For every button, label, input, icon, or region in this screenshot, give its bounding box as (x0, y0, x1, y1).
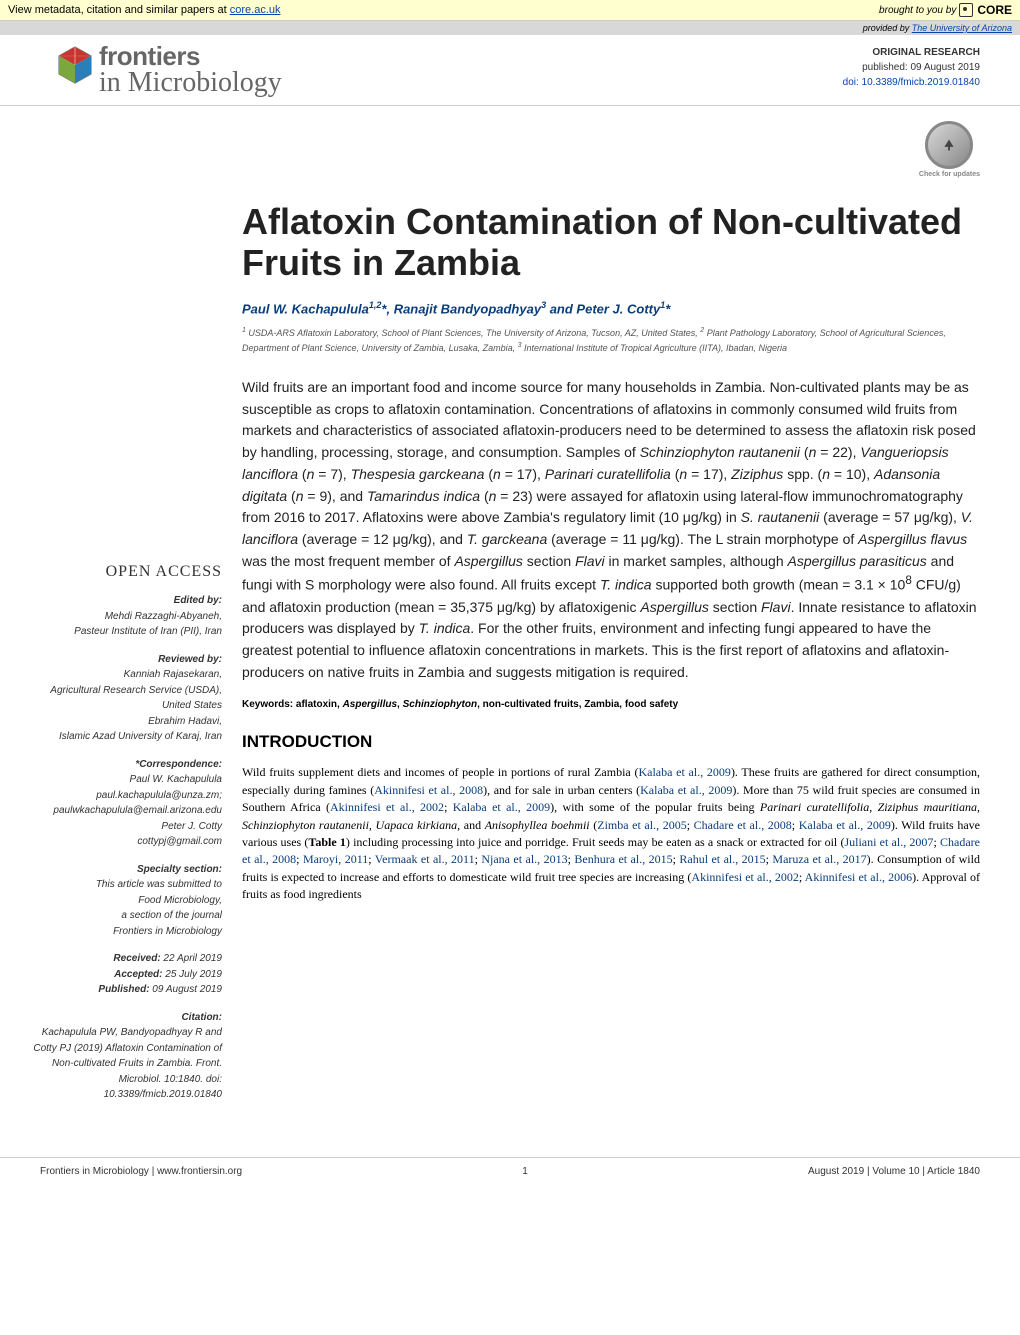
updates-circle-icon (925, 121, 973, 169)
received-label: Received: (113, 953, 160, 964)
correspondence-label: *Correspondence: (30, 757, 222, 773)
accepted-date: 25 July 2019 (163, 969, 223, 980)
specialty-text2: Food Microbiology, (30, 893, 222, 909)
specialty-text4: Frontiers in Microbiology (30, 924, 222, 940)
article-column: Aflatoxin Contamination of Non-cultivate… (242, 201, 980, 1115)
doi-link[interactable]: doi: 10.3389/fmicb.2019.01840 (843, 77, 980, 88)
banner-prefix: View metadata, citation and similar pape… (8, 4, 230, 16)
corr1-email1: paul.kachapulula@unza.zm; (30, 788, 222, 804)
footer: Frontiers in Microbiology | www.frontier… (0, 1157, 1020, 1185)
article-type: ORIGINAL RESEARCH (843, 45, 980, 60)
provided-prefix: provided by (863, 23, 912, 33)
specialty-section: Specialty section: This article was subm… (30, 862, 222, 940)
journal-top-text: frontiers (99, 43, 282, 69)
core-banner: View metadata, citation and similar pape… (0, 0, 1020, 21)
sidebar: OPEN ACCESS Edited by: Mehdi Razzaghi-Ab… (0, 563, 242, 1115)
citation-text: Kachapulula PW, Bandyopadhyay R and Cott… (30, 1025, 222, 1103)
provided-by-link[interactable]: The University of Arizona (912, 23, 1012, 33)
corr1-name: Paul W. Kachapulula (30, 772, 222, 788)
brought-by-label: brought to you by (879, 5, 956, 16)
authors: Paul W. Kachapulula1,2*, Ranajit Bandyop… (242, 300, 980, 316)
reviewed-by-section: Reviewed by: Kanniah Rajasekaran, Agricu… (30, 652, 222, 745)
footer-left: Frontiers in Microbiology | www.frontier… (40, 1166, 242, 1177)
specialty-text1: This article was submitted to (30, 877, 222, 893)
core-icon (959, 3, 973, 17)
open-access-label: OPEN ACCESS (30, 563, 222, 581)
core-link[interactable]: core.ac.uk (230, 4, 281, 16)
footer-left-text: Frontiers in Microbiology | www.frontier… (40, 1166, 242, 1177)
reviewed-by-label: Reviewed by: (30, 652, 222, 668)
journal-logo: frontiers in Microbiology (55, 45, 282, 97)
reviewer2-aff: Islamic Azad University of Karaj, Iran (30, 729, 222, 745)
article-title: Aflatoxin Contamination of Non-cultivate… (242, 201, 980, 284)
header-meta: ORIGINAL RESEARCH published: 09 August 2… (843, 45, 980, 90)
corr1-email2: paulwkachapulula@email.arizona.edu (30, 803, 222, 819)
received-date: 22 April 2019 (161, 953, 222, 964)
banner-right: brought to you by CORE (879, 3, 1012, 17)
frontiers-cube-icon (55, 45, 95, 85)
footer-right: August 2019 | Volume 10 | Article 1840 (808, 1166, 980, 1177)
dates-section: Received: 22 April 2019 Accepted: 25 Jul… (30, 951, 222, 998)
core-logo: CORE (977, 3, 1012, 17)
corr2-name: Peter J. Cotty (30, 819, 222, 835)
page-number: 1 (522, 1166, 528, 1177)
keywords: Keywords: aflatoxin, Aspergillus, Schinz… (242, 699, 980, 710)
affiliations: 1 USDA-ARS Aflatoxin Laboratory, School … (242, 326, 980, 355)
provided-by-strip: provided by The University of Arizona (0, 21, 1020, 35)
header-row: frontiers in Microbiology ORIGINAL RESEA… (0, 35, 1020, 106)
editor-name: Mehdi Razzaghi-Abyaneh, (30, 609, 222, 625)
corr2-email: cottypj@gmail.com (30, 834, 222, 850)
published-label: Published: (98, 984, 149, 995)
updates-badge-row: Check for updates (0, 106, 1020, 191)
published-date: published: 09 August 2019 (843, 60, 980, 75)
edited-by-label: Edited by: (30, 593, 222, 609)
published-sidebar-date: 09 August 2019 (150, 984, 222, 995)
correspondence-section: *Correspondence: Paul W. Kachapulula pau… (30, 757, 222, 850)
reviewer1-name: Kanniah Rajasekaran, (30, 667, 222, 683)
journal-bottom-text: in Microbiology (99, 69, 282, 97)
citation-label: Citation: (30, 1010, 222, 1026)
editor-affiliation: Pasteur Institute of Iran (PII), Iran (30, 624, 222, 640)
specialty-label: Specialty section: (30, 862, 222, 878)
check-updates-button[interactable]: Check for updates (919, 121, 980, 178)
reviewer1-aff: Agricultural Research Service (USDA), Un… (30, 683, 222, 714)
introduction-heading: INTRODUCTION (242, 732, 980, 752)
banner-meta-text: View metadata, citation and similar pape… (8, 4, 281, 16)
introduction-body: Wild fruits supplement diets and incomes… (242, 764, 980, 903)
check-updates-label: Check for updates (919, 171, 980, 178)
abstract: Wild fruits are an important food and in… (242, 377, 980, 683)
specialty-text3: a section of the journal (30, 908, 222, 924)
main-content: OPEN ACCESS Edited by: Mehdi Razzaghi-Ab… (0, 191, 1020, 1135)
citation-section: Citation: Kachapulula PW, Bandyopadhyay … (30, 1010, 222, 1103)
reviewer2-name: Ebrahim Hadavi, (30, 714, 222, 730)
journal-name: frontiers in Microbiology (99, 43, 282, 97)
edited-by-section: Edited by: Mehdi Razzaghi-Abyaneh, Paste… (30, 593, 222, 640)
accepted-label: Accepted: (114, 969, 162, 980)
